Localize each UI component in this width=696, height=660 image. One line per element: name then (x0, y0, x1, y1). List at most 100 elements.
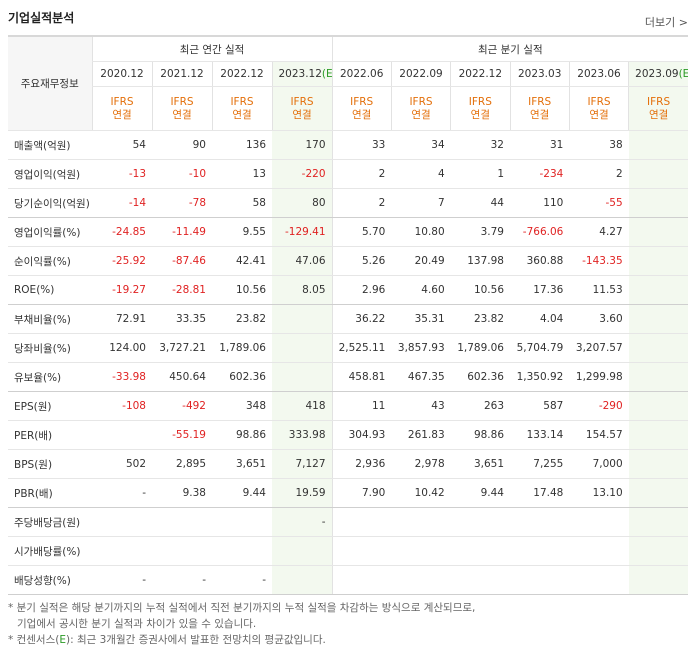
data-row: 영업이익(억원) -13 -10 13 -220 2 4 1 -234 2 (8, 159, 689, 189)
value-cell: 11.53 (569, 275, 629, 305)
value-cell: 133.14 (510, 420, 570, 450)
value-cell: 33 (331, 130, 392, 160)
data-row: ROE(%) -19.27 -28.81 10.56 8.05 2.96 4.60 10.56… (8, 275, 689, 305)
value-cell: 13.10 (569, 478, 629, 508)
value-text: 43 (431, 400, 445, 412)
value-cell: 137.98 (450, 246, 510, 276)
value-cell (272, 362, 333, 392)
row-label: 주당배당금(원) (8, 507, 92, 537)
value-cell (628, 507, 689, 537)
value-text: -492 (182, 400, 206, 412)
value-text: 4.27 (599, 226, 623, 238)
value-text: 9.44 (242, 487, 266, 499)
value-cell: -129.41 (272, 217, 333, 247)
estimate-mark: (E) (321, 68, 333, 80)
value-cell (628, 391, 689, 421)
data-row: PBR(배) - 9.38 9.44 19.59 7.90 10.42 9.44 17.48 13… (8, 478, 689, 508)
data-row: 배당성향(%) - - - (8, 565, 689, 595)
value-text: 98.86 (473, 429, 504, 441)
value-text: 10.80 (414, 226, 445, 238)
value-text: 1,350.92 (516, 371, 564, 383)
value-text: 4.60 (421, 284, 445, 296)
value-cell: 44 (450, 188, 510, 218)
value-cell: 450.64 (152, 362, 212, 392)
period-header: 2023.03 (509, 61, 570, 87)
value-cell: 2 (331, 188, 392, 218)
value-cell (331, 507, 392, 537)
value-cell: 124.00 (92, 333, 152, 363)
value-cell (510, 565, 570, 595)
row-label: PBR(배) (8, 478, 92, 508)
value-cell: 467.35 (391, 362, 451, 392)
value-cell: 3.79 (450, 217, 510, 247)
value-cell: 1,299.98 (569, 362, 629, 392)
value-text: 360.88 (526, 255, 564, 267)
value-cell: 418 (272, 391, 333, 421)
basis-text: IFRS (468, 95, 492, 108)
value-cell (92, 536, 152, 566)
value-text: 2,978 (414, 458, 445, 470)
data-row: PER(배) -55.19 98.86 333.98 304.93 261.83 98.86… (8, 420, 689, 450)
value-text: 11.53 (592, 284, 623, 296)
value-cell: 2 (569, 159, 629, 189)
value-cell (331, 565, 392, 595)
value-cell (272, 565, 333, 595)
more-link[interactable]: 더보기 > (644, 16, 688, 29)
value-cell: 54 (92, 130, 152, 160)
value-cell: 4.04 (510, 304, 570, 334)
header-row: 주요재무정보 최근 연간 실적 최근 분기 실적 (8, 35, 689, 131)
value-text: 304.93 (348, 429, 386, 441)
basis-text: IFRS (230, 95, 254, 108)
period-header: 2022.12 (450, 61, 510, 87)
value-text: 4 (437, 168, 445, 180)
value-cell: -24.85 (92, 217, 152, 247)
value-cell (450, 565, 510, 595)
estimate-mark: (E) (678, 68, 688, 80)
value-text: 602.36 (229, 371, 266, 383)
value-text: 2,525.11 (338, 342, 386, 354)
basis-text: 연결 (352, 108, 372, 121)
value-cell: 10.80 (391, 217, 451, 247)
value-text: 7,255 (533, 458, 564, 470)
basis-text: IFRS (170, 95, 194, 108)
basis-text: IFRS (528, 95, 552, 108)
value-cell: 20.49 (391, 246, 451, 276)
value-cell: 170 (272, 130, 333, 160)
basis-text: IFRS (409, 95, 433, 108)
value-text: 3,207.57 (575, 342, 623, 354)
value-cell (628, 217, 689, 247)
value-cell: -143.35 (569, 246, 629, 276)
header-row: IFRS 연결 IFRS 연결 IFRS 연결 IFRS 연결 IFRS 연결 IFRS 연결 IFRS… (8, 86, 689, 131)
value-text: -220 (301, 168, 326, 180)
value-text: 44 (490, 197, 504, 209)
value-text: 17.48 (533, 487, 564, 499)
value-text: 58 (252, 197, 266, 209)
value-cell: 19.59 (272, 478, 333, 508)
more-text[interactable]: 더보기 (644, 16, 676, 29)
value-text: 10.42 (414, 487, 445, 499)
value-cell (628, 188, 689, 218)
value-cell: - (272, 507, 333, 537)
value-text: -14 (128, 197, 146, 209)
value-cell: 360.88 (510, 246, 570, 276)
value-text: - (142, 574, 146, 586)
value-cell: 23.82 (212, 304, 272, 334)
value-text: 136 (245, 139, 266, 151)
footnote: * 분기 실적은 해당 분기까지의 누적 실적에서 직전 분기까지의 누적 실적… (8, 602, 476, 614)
value-cell: 1,789.06 (450, 333, 510, 363)
footnote: * 컨센서스(E): 최근 3개월간 증권사에서 발표한 전망치의 평균값입니다… (8, 632, 475, 648)
value-text: -234 (539, 168, 564, 180)
corner-cell: 주요재무정보 (8, 35, 92, 131)
value-text: -19.27 (112, 284, 146, 296)
value-text: 7,127 (295, 458, 326, 470)
value-text: 333.98 (288, 429, 326, 441)
value-cell: 17.36 (510, 275, 570, 305)
period-date: 2022.06 (339, 68, 384, 80)
value-cell (628, 159, 689, 189)
value-text: 10.56 (235, 284, 266, 296)
value-text: 17.36 (533, 284, 564, 296)
basis-text: IFRS (647, 95, 671, 108)
value-text: 31 (549, 139, 564, 151)
value-text: -55 (605, 197, 623, 209)
row-label: 부채비율(%) (8, 304, 92, 334)
